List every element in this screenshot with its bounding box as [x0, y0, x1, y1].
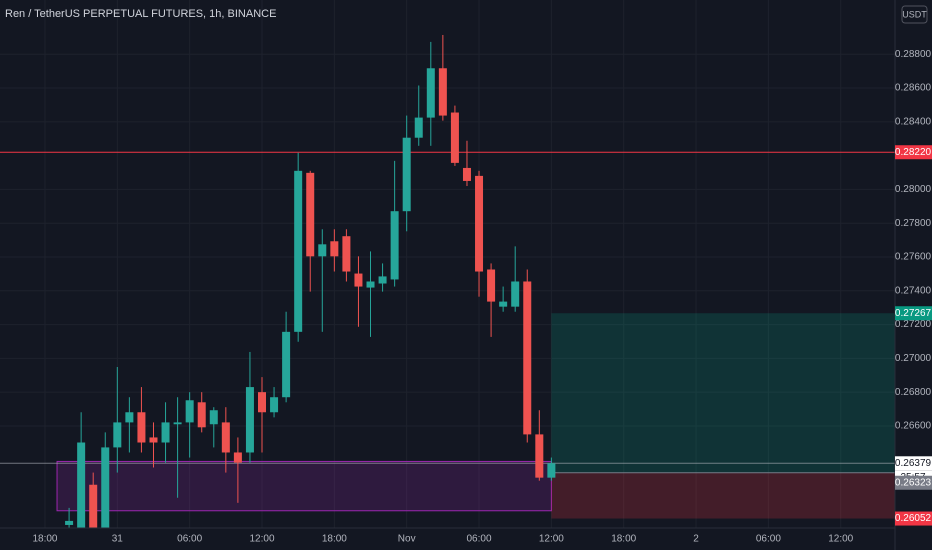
price-label: 0.26379	[895, 458, 932, 469]
x-tick-label: 2	[693, 534, 699, 545]
candle-body	[89, 484, 98, 528]
currency-badge[interactable]	[901, 5, 928, 24]
candle-body	[523, 281, 532, 435]
x-tick-label: 18:00	[32, 534, 57, 545]
y-tick-label: 0.27000	[895, 353, 932, 364]
candle-body	[402, 137, 411, 212]
candle-body	[450, 112, 459, 163]
candle-body	[77, 442, 86, 528]
candle-body	[462, 167, 471, 181]
price-label-bg	[895, 456, 932, 471]
y-tick-label: 0.26800	[895, 387, 932, 398]
candles	[65, 34, 556, 528]
grid	[0, 0, 895, 528]
y-tick-label: 0.27400	[895, 285, 932, 296]
candle-body	[390, 211, 399, 280]
y-tick-label: 0.28400	[895, 116, 932, 127]
candle-body	[197, 402, 206, 428]
candle-body	[137, 412, 146, 443]
x-tick-label: 12:00	[539, 534, 564, 545]
candle-body	[306, 172, 315, 257]
candle-body	[499, 301, 508, 307]
x-tick-label: 06:00	[467, 534, 492, 545]
candle-body	[475, 175, 484, 272]
price-label-bg	[895, 145, 932, 160]
candle-body	[258, 392, 267, 413]
price-label-bg	[895, 511, 932, 526]
candle-body	[173, 422, 182, 425]
candle-body	[161, 422, 170, 443]
candle-body	[378, 276, 387, 284]
x-tick-label: Nov	[398, 534, 416, 545]
candle-body	[149, 437, 158, 443]
candle-body	[125, 412, 134, 423]
y-tick-label: 0.26600	[895, 421, 932, 432]
candle-body	[354, 273, 363, 287]
price-label-bg	[895, 306, 932, 321]
x-tick-label: 12:00	[249, 534, 274, 545]
x-tick-label: 12:00	[828, 534, 853, 545]
chart-title: Ren / TetherUS PERPETUAL FUTURES, 1h, BI…	[5, 8, 276, 20]
candle-body	[209, 410, 218, 425]
candle-body	[245, 387, 254, 453]
candle-body	[535, 434, 544, 478]
candle-body	[342, 236, 351, 272]
candle-body	[426, 68, 435, 118]
candle-body	[330, 241, 339, 257]
candle-body	[547, 463, 556, 478]
y-tick-label: 0.28800	[895, 49, 932, 60]
price-label: 0.28220	[895, 147, 932, 158]
candle-body	[185, 400, 194, 423]
candle-body	[366, 281, 375, 288]
candle-body	[101, 447, 110, 528]
candle-body	[233, 452, 242, 463]
price-label: 0.26323	[895, 477, 932, 488]
price-label: 0.27267	[895, 308, 932, 319]
zone	[56, 460, 552, 512]
candle-body	[438, 68, 447, 116]
y-tick-label: 0.27600	[895, 252, 932, 263]
candle-body	[414, 117, 423, 138]
price-label-bg	[895, 475, 932, 490]
position-stop	[551, 472, 895, 519]
candle-body	[294, 170, 303, 332]
y-tick-label: 0.27800	[895, 218, 932, 229]
position-target	[551, 313, 895, 473]
x-tick-label: 06:00	[756, 534, 781, 545]
candle-body	[318, 244, 327, 257]
x-tick-label: 18:00	[322, 534, 347, 545]
drawings	[0, 151, 895, 519]
x-tick-label: 18:00	[611, 534, 636, 545]
candle-body	[65, 520, 74, 525]
candle-body	[282, 331, 291, 398]
y-tick-label: 0.28000	[895, 184, 932, 195]
x-tick-label: 06:00	[177, 534, 202, 545]
price-label: 0.26052	[895, 513, 932, 524]
y-tick-label: 0.27200	[895, 319, 932, 330]
candle-body	[113, 422, 122, 448]
y-tick-label: 0.28600	[895, 83, 932, 94]
currency-label: USDT	[902, 9, 927, 19]
candle-body	[270, 397, 279, 413]
candle-body	[487, 269, 496, 302]
candle-body	[221, 422, 230, 453]
x-tick-label: 31	[112, 534, 124, 545]
candle-body	[511, 281, 520, 307]
axes: 0.28800 0.28600 0.28400 0.28000 0.27800 0.276…	[32, 49, 932, 545]
